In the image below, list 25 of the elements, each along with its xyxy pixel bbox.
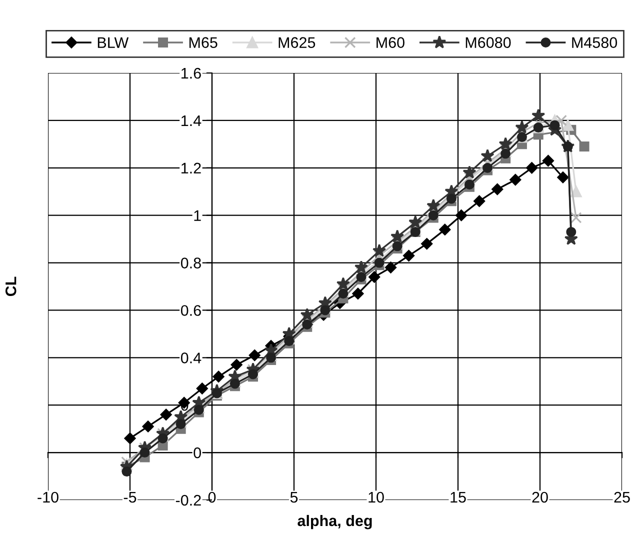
legend-label: M65	[189, 37, 218, 48]
x-axis-title: alpha, deg	[298, 514, 372, 530]
x-tick-label: -5	[124, 492, 136, 503]
x-tick-label: 15	[450, 492, 466, 503]
x-tick-label: 5	[290, 492, 298, 503]
x-tick-label: 10	[368, 492, 384, 503]
y-tick-label: 1.4	[182, 115, 202, 126]
y-tick-label: 0.8	[180, 258, 201, 268]
x-tick-label: -10	[38, 492, 58, 503]
y-tick-label: 1	[194, 210, 201, 221]
y-axis-title: CL	[5, 276, 16, 296]
y-tick-label: 1.2	[182, 162, 201, 174]
x-tick-label: 0	[208, 492, 216, 503]
y-tick-label: -0.2	[176, 494, 201, 506]
y-tick-label: 0	[194, 447, 201, 458]
legend-label: BLW	[98, 37, 129, 48]
legend-label: M6080	[466, 37, 511, 48]
legend-label: M4580	[572, 37, 618, 48]
legend-label: M60	[376, 37, 404, 48]
x-tick-label: 20	[532, 492, 548, 503]
x-tick-label: 25	[614, 492, 630, 503]
y-tick-label: 0.6	[180, 305, 201, 316]
y-tick-label: 1.6	[182, 68, 201, 79]
y-tick-label: 0.4	[180, 352, 202, 364]
legend-label: M625	[278, 37, 316, 48]
